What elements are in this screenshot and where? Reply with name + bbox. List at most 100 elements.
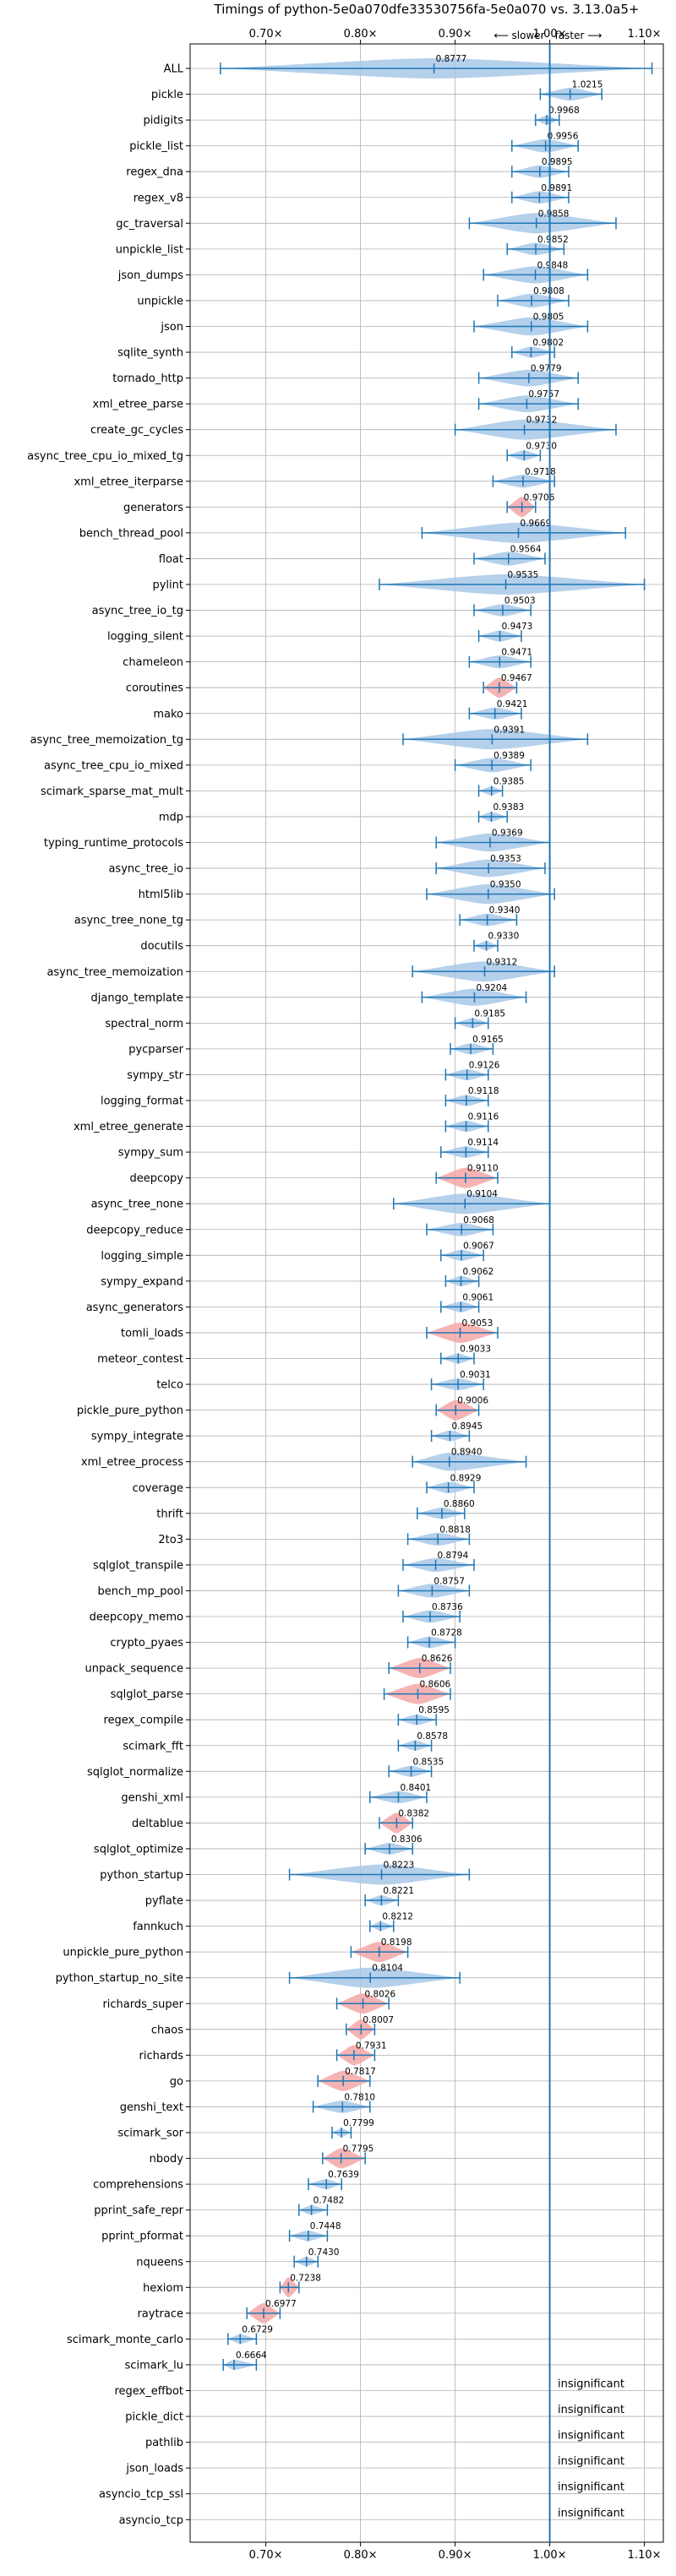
value-label: 0.9757	[528, 389, 559, 399]
value-label: 0.9891	[541, 183, 572, 193]
value-label: 0.8198	[381, 1937, 412, 1948]
gridlines	[190, 44, 663, 2542]
benchmark-label: sqlglot_parse	[111, 1688, 183, 1701]
value-label: 0.9956	[548, 132, 579, 142]
x-tick-label-bottom: 0.70×	[249, 2549, 283, 2562]
value-label: 0.9467	[501, 673, 532, 683]
benchmark-label: xml_etree_parse	[93, 399, 183, 411]
benchmark-label: deepcopy_reduce	[86, 1224, 183, 1236]
value-label: 0.7799	[343, 2118, 374, 2128]
benchmark-label: deltablue	[132, 1818, 183, 1830]
benchmark-label: telco	[156, 1379, 183, 1392]
value-label: 0.7238	[290, 2273, 321, 2283]
benchmark-label: xml_etree_iterparse	[74, 476, 183, 488]
value-label: 0.9350	[490, 880, 521, 890]
value-label: 1.0215	[572, 80, 603, 90]
benchmark-label: raytrace	[137, 2307, 183, 2320]
value-label: 0.7430	[308, 2247, 340, 2258]
value-label: 0.7810	[344, 2092, 375, 2102]
benchmark-label: sympy_integrate	[91, 1431, 183, 1443]
x-tick-label-bottom: 0.80×	[344, 2549, 378, 2562]
value-label: 0.9718	[525, 467, 556, 477]
benchmark-label: pylint	[152, 579, 183, 592]
value-label: 0.8007	[363, 2015, 394, 2025]
benchmark-label: regex_compile	[103, 1715, 183, 1727]
benchmark-label: generators	[123, 502, 183, 514]
value-label: 0.7639	[328, 2170, 359, 2180]
benchmark-label: pprint_pformat	[101, 2231, 183, 2243]
x-tick-label-top: 1.00×	[533, 28, 567, 41]
faster-direction-label: faster ⟶	[555, 30, 602, 41]
benchmark-label: sqlglot_transpile	[93, 1559, 183, 1572]
value-label: 0.9067	[463, 1241, 494, 1251]
value-label: 0.9312	[487, 957, 518, 967]
value-label: 0.9369	[492, 829, 523, 839]
value-label: 0.9185	[474, 1008, 505, 1019]
benchmark-label: gc_traversal	[116, 218, 183, 231]
value-label: 0.8104	[372, 1964, 403, 1974]
value-label: 0.8606	[419, 1680, 450, 1690]
value-label: 0.8401	[401, 1783, 432, 1793]
benchmark-label: float	[159, 553, 183, 566]
benchmark-label: meteor_contest	[97, 1353, 183, 1366]
value-label: 0.6977	[265, 2299, 297, 2309]
benchmark-label: scimark_lu	[125, 2359, 183, 2372]
benchmark-label: async_tree_cpu_io_mixed_tg	[27, 450, 183, 463]
value-label: 0.9391	[493, 725, 525, 735]
benchmark-label: xml_etree_generate	[74, 1121, 183, 1133]
value-label: 0.8818	[439, 1524, 471, 1535]
insignificant-label: insignificant	[558, 2455, 624, 2468]
value-label: 0.9033	[460, 1345, 491, 1355]
benchmark-label: deepcopy	[129, 1172, 183, 1185]
value-label: 0.9330	[488, 932, 520, 942]
value-label: 0.8212	[382, 1912, 413, 1922]
value-label: 0.8929	[450, 1473, 482, 1483]
benchmark-label: hexiom	[143, 2282, 183, 2295]
benchmark-rows: ALL 0.8777 pickle 1.0215 pidigits 0.9968 pickl…	[27, 54, 653, 2527]
benchmark-label: scimark_fft	[123, 1740, 183, 1753]
benchmark-label: docutils	[140, 940, 183, 953]
benchmark-label: mako	[153, 708, 183, 720]
x-axis-ticks: 0.70× 0.70× 0.80× 0.80× 0.90× 0.90× 1.00× 1.00×…	[186, 28, 662, 2562]
benchmark-label: pickle	[151, 89, 183, 101]
benchmark-label: sympy_sum	[118, 1147, 183, 1160]
value-label: 0.9006	[457, 1396, 488, 1406]
benchmark-label: sympy_expand	[101, 1275, 183, 1288]
benchmark-label: pickle_list	[129, 140, 183, 153]
benchmark-label: sqlglot_normalize	[87, 1766, 183, 1779]
benchmark-label: scimark_sor	[117, 2128, 183, 2140]
value-label: 0.8860	[444, 1499, 475, 1509]
benchmark-label: python_startup_no_site	[56, 1972, 183, 1985]
benchmark-label: richards	[139, 2050, 184, 2062]
x-tick-label-bottom: 1.10×	[628, 2549, 662, 2562]
value-label: 0.6664	[236, 2350, 267, 2361]
benchmark-label: xml_etree_process	[81, 1456, 183, 1469]
benchmark-label: tornado_http	[112, 372, 183, 385]
benchmark-label: pickle_dict	[125, 2411, 183, 2424]
benchmark-label: asyncio_tcp	[119, 2514, 183, 2527]
benchmark-label: coroutines	[126, 682, 183, 695]
value-label: 0.9848	[537, 260, 569, 270]
value-label: 0.9669	[521, 519, 552, 529]
benchmark-label: regex_dna	[126, 166, 183, 179]
value-label: 0.9383	[493, 802, 524, 812]
value-label: 0.9385	[493, 776, 525, 786]
insignificant-label: insignificant	[558, 2430, 624, 2443]
benchmark-label: json_loads	[125, 2463, 183, 2475]
value-label: 0.9535	[508, 570, 539, 580]
benchmark-label: async_tree_none_tg	[74, 915, 183, 927]
value-label: 0.8382	[398, 1808, 429, 1818]
value-label: 0.9062	[463, 1267, 494, 1277]
value-label: 0.9110	[467, 1164, 499, 1174]
benchmark-label: python_startup	[100, 1869, 183, 1882]
x-tick-label-bottom: 0.90×	[439, 2549, 472, 2562]
value-label: 0.8595	[418, 1705, 450, 1715]
x-tick-label-top: 0.90×	[439, 28, 472, 41]
benchmark-label: sqlglot_optimize	[94, 1843, 183, 1856]
value-label: 0.9564	[510, 544, 542, 554]
insignificant-label: insignificant	[558, 2507, 624, 2519]
benchmark-label: pprint_safe_repr	[94, 2204, 183, 2217]
value-label: 0.8626	[422, 1654, 453, 1664]
benchmark-label: tomli_loads	[121, 1327, 183, 1340]
benchmark-label: html5lib	[139, 889, 183, 901]
